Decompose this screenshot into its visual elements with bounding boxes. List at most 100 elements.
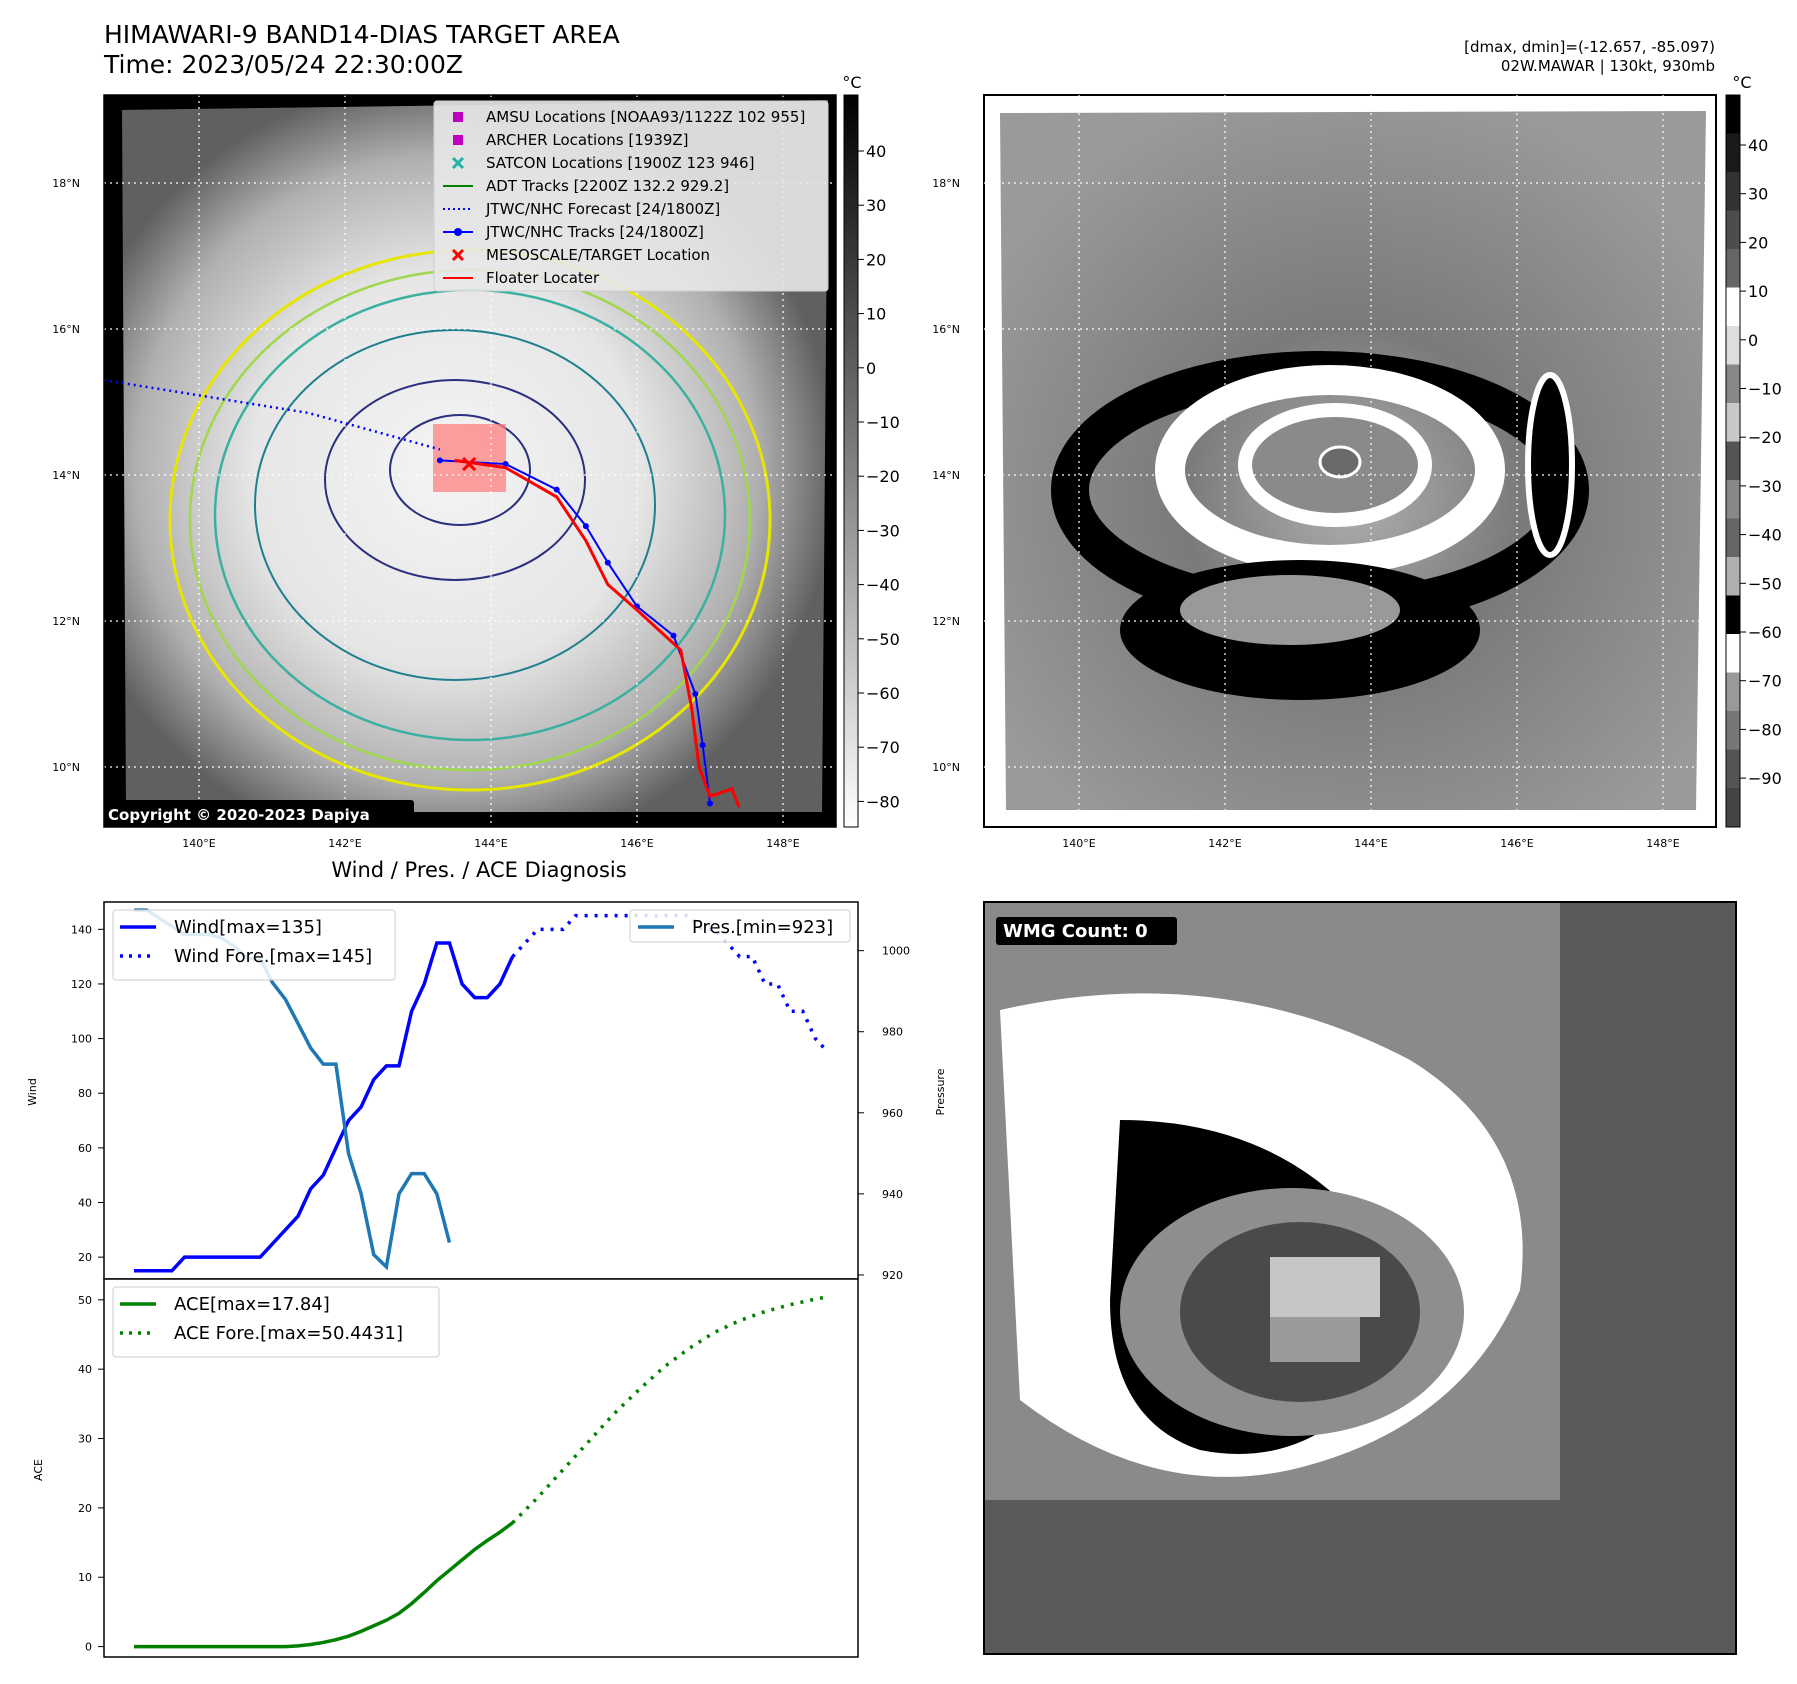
colorbar-right-block [1726, 133, 1740, 173]
series-line-0 [134, 1521, 514, 1649]
legend-label: SATCON Locations [1900Z 123 946] [486, 154, 754, 172]
legend-marker-square [453, 135, 463, 145]
colorbar-left-unit: °C [842, 73, 861, 92]
zoom-eye-mid [1270, 1317, 1360, 1362]
colorbar-right-block [1726, 95, 1740, 134]
jtwc-track-point [670, 632, 677, 639]
ytick-label: 0 [85, 1641, 92, 1654]
jtwc-track-point [699, 742, 706, 749]
colorbar-right-block [1726, 595, 1740, 635]
legend-marker-x [451, 248, 465, 262]
colorbar-right-label: −30 [1748, 477, 1782, 496]
colorbar-right-block [1726, 480, 1740, 519]
colorbar-left: °C 40 30 20 10 0 −10 −20 −30 −40 −50 −60 −70 −80 [842, 73, 900, 828]
colorbar-left-label: −20 [866, 467, 900, 486]
chart-legend-label: Wind Fore.[max=145] [174, 946, 372, 967]
lon-label-right: 146°E [1500, 837, 1533, 850]
colorbar-left-label: −30 [866, 521, 900, 540]
target-box [433, 424, 506, 492]
colorbar-right-block [1726, 364, 1740, 404]
colorbar-right-block [1726, 326, 1740, 365]
ytick-label: 10 [78, 1571, 92, 1584]
legend-marker-dot [454, 228, 462, 236]
ytick-label: 30 [78, 1433, 92, 1446]
zoom-dark-south [984, 1500, 1736, 1654]
ytick-label: 40 [78, 1197, 92, 1210]
lat-label-right: 12°N [932, 615, 960, 628]
ytick-label: 20 [78, 1251, 92, 1264]
colorbar-right-block [1726, 210, 1740, 250]
colorbar-right-block [1726, 749, 1740, 789]
legend-marker-square [453, 112, 463, 122]
figure-title: HIMAWARI-9 BAND14-DIAS TARGET AREA Time: … [104, 20, 620, 80]
enhanced-axis-labels: 18°N 16°N 14°N 12°N 10°N 140°E 142°E 144°E 146°E… [932, 177, 1680, 850]
map-axis-labels: 18°N 16°N 14°N 12°N 10°N 140°E 142°E 144°E 146°E… [52, 177, 800, 850]
colorbar-right-block [1726, 557, 1740, 596]
colorbar-left-label: 20 [866, 250, 886, 269]
legend-label: JTWC/NHC Tracks [24/1800Z] [485, 223, 704, 241]
ytick-right-label: 980 [882, 1026, 903, 1039]
colorbar-right-label: −80 [1748, 720, 1782, 739]
ytick-right-label: 920 [882, 1269, 903, 1282]
copyright-bg [104, 800, 414, 826]
colorbar-right-block [1726, 249, 1740, 288]
colorbar-right-label: 0 [1748, 331, 1758, 350]
enhanced-white-ring [1155, 365, 1505, 575]
jtwc-track-line [439, 459, 711, 804]
zoom-eye-bright [1270, 1257, 1380, 1317]
ytick-label: 140 [71, 923, 92, 936]
colorbar-right-block [1726, 403, 1740, 442]
lon-label-right: 142°E [1208, 837, 1241, 850]
ace-chart: 0 10 20 30 40 50 ACE[max=17.84] ACE Fore.[max=5… [32, 1278, 859, 1658]
enhanced-gridlines [984, 95, 1716, 827]
colorbar-right-label: −50 [1748, 574, 1782, 593]
colorbar-right-block [1726, 634, 1740, 673]
chart-legend-right-box [629, 909, 851, 943]
chart-legend-box [112, 1286, 440, 1358]
legend-label: ARCHER Locations [1939Z] [486, 131, 689, 149]
series-line-0 [134, 941, 515, 1273]
colorbar-left-label: −10 [866, 413, 900, 432]
colorbar-left-label: −60 [866, 684, 900, 703]
lat-label-left: 10°N [52, 761, 80, 774]
ir-map-panel: 18°N 16°N 14°N 12°N 10°N 140°E 142°E 144°E 146°E… [52, 73, 900, 850]
floater-line [454, 458, 741, 808]
colorbar-right-block [1726, 441, 1740, 481]
legend-label: JTWC/NHC Forecast [24/1800Z] [485, 200, 720, 218]
colorbar-right-unit: °C [1732, 73, 1751, 92]
jtwc-track-point [707, 800, 713, 807]
ytick-label: 20 [78, 1502, 92, 1515]
ace-ylabel: ACE [32, 1459, 45, 1481]
lon-label-left: 146°E [620, 837, 653, 850]
wmg-count-badge: WMG Count: 0 [1003, 921, 1148, 942]
lat-label-right: 14°N [932, 469, 960, 482]
zoom-frame [983, 901, 1737, 1655]
colorbar-right-label: 20 [1748, 233, 1768, 252]
chart-legend-right-label: Pres.[min=923] [692, 917, 833, 938]
storm-info: [dmax, dmin]=(-12.657, -85.097) 02W.MAWAR… [1464, 38, 1715, 76]
storm-tracks [104, 378, 741, 808]
lat-label-left: 18°N [52, 177, 80, 190]
contour-inner [389, 414, 531, 526]
ytick-label: 50 [78, 1294, 92, 1307]
jtwc-track-point [604, 559, 611, 566]
lon-label-right: 148°E [1646, 837, 1679, 850]
lat-label-right: 10°N [932, 761, 960, 774]
ytick-label: 100 [71, 1033, 92, 1046]
colorbar-left-label: −40 [866, 576, 900, 595]
copyright-badge: Copyright © 2020-2023 Dapiya [104, 800, 414, 826]
target-marker [462, 456, 477, 472]
colorbar-left-label: −80 [866, 792, 900, 811]
lon-label-left: 142°E [328, 837, 361, 850]
diagnosis-title: Wind / Pres. / ACE Diagnosis [331, 858, 627, 882]
colorbar-right: °C 40 30 20 10 0 −10 −20 −30 −40 −50 −60 −70 −80 −90 [1725, 73, 1782, 828]
colorbar-right-frame [1725, 94, 1741, 828]
ytick-label: 40 [78, 1363, 92, 1376]
enhanced-eye [1318, 445, 1362, 479]
enhanced-east-band [1525, 372, 1575, 558]
colorbar-left-label: 0 [866, 359, 876, 378]
eye-zoom-panel: WMG Count: 0 [983, 901, 1737, 1655]
colorbar-right-block [1726, 287, 1740, 327]
pressure-ylabel: Pressure [934, 1068, 947, 1115]
